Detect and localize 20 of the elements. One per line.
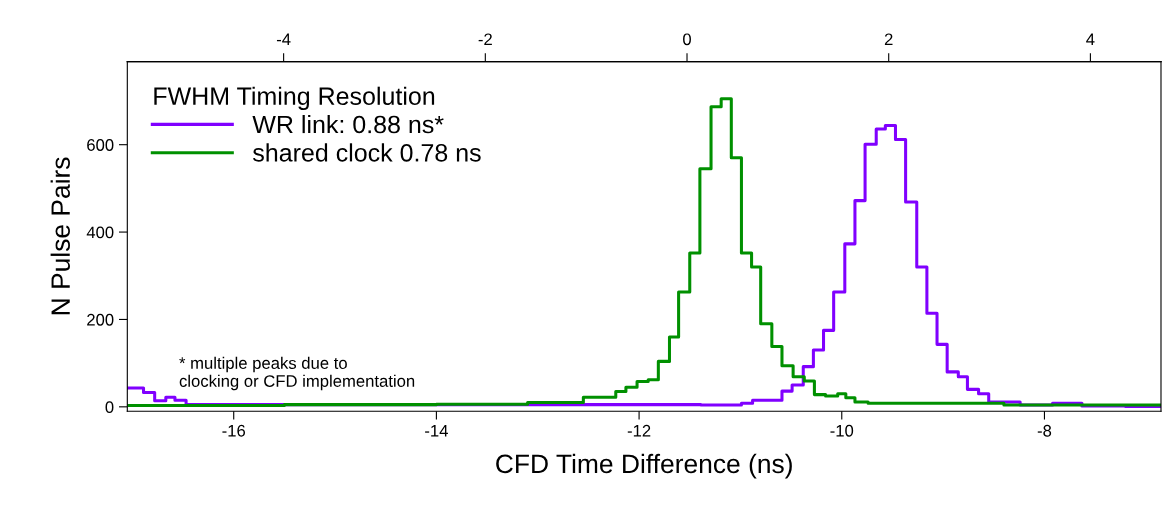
- x-axis-title: CFD Time Difference (ns): [496, 453, 792, 479]
- y-tick-label: 400: [86, 226, 114, 239]
- legend-title: FWHM Timing Resolution: [154, 86, 435, 110]
- legend-label: shared clock 0.78 ns: [253, 143, 481, 162]
- annotation: * multiple peaks due to clocking or CFD implementation: [179, 356, 415, 391]
- x-tick-label: -12: [627, 424, 651, 437]
- x2-tick-label: -2: [478, 33, 492, 46]
- x-tick-label: -8: [1037, 424, 1052, 437]
- x2-tick-label: 4: [1086, 33, 1095, 46]
- y-tick-label: 0: [105, 401, 114, 414]
- x-tick-label: -16: [222, 424, 246, 437]
- y-tick-label: 600: [87, 139, 114, 151]
- y-tick-label: 200: [87, 313, 114, 326]
- x-tick-label: -10: [830, 424, 854, 437]
- x2-tick-label: -4: [276, 33, 291, 46]
- x-tick-label: -14: [425, 425, 448, 437]
- x2-tick-label: 0: [683, 33, 691, 46]
- legend-label: WR link: 0.88 ns*: [252, 114, 444, 134]
- y-axis-title: N Pulse Pairs: [50, 157, 70, 315]
- x2-tick-label: 2: [884, 33, 893, 46]
